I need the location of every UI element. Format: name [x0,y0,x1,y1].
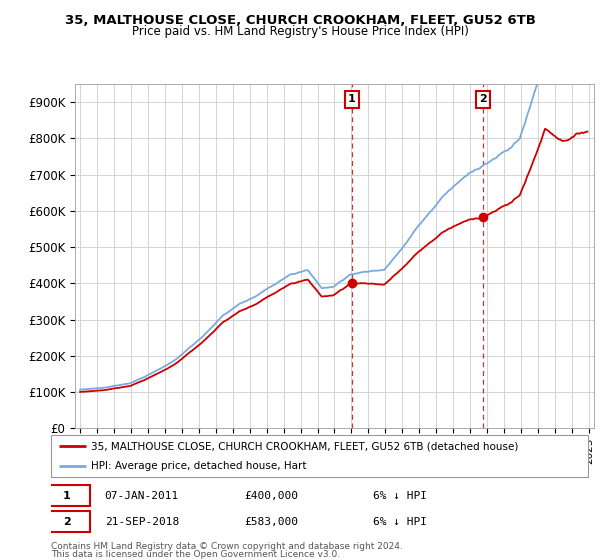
Text: £583,000: £583,000 [244,517,298,526]
FancyBboxPatch shape [43,511,90,532]
Text: £400,000: £400,000 [244,491,298,501]
Text: HPI: Average price, detached house, Hart: HPI: Average price, detached house, Hart [91,461,307,471]
Text: 35, MALTHOUSE CLOSE, CHURCH CROOKHAM, FLEET, GU52 6TB: 35, MALTHOUSE CLOSE, CHURCH CROOKHAM, FL… [65,14,535,27]
Text: 1: 1 [62,491,70,501]
Text: 6% ↓ HPI: 6% ↓ HPI [373,491,427,501]
Text: 35, MALTHOUSE CLOSE, CHURCH CROOKHAM, FLEET, GU52 6TB (detached house): 35, MALTHOUSE CLOSE, CHURCH CROOKHAM, FL… [91,441,518,451]
Text: 1: 1 [348,95,356,105]
Text: 2: 2 [62,517,70,526]
Text: Price paid vs. HM Land Registry's House Price Index (HPI): Price paid vs. HM Land Registry's House … [131,25,469,38]
Text: 21-SEP-2018: 21-SEP-2018 [105,517,179,526]
Text: This data is licensed under the Open Government Licence v3.0.: This data is licensed under the Open Gov… [51,550,340,559]
Text: 07-JAN-2011: 07-JAN-2011 [105,491,179,501]
FancyBboxPatch shape [43,486,90,506]
Text: 2: 2 [479,95,487,105]
Text: 6% ↓ HPI: 6% ↓ HPI [373,517,427,526]
FancyBboxPatch shape [51,435,588,477]
Text: Contains HM Land Registry data © Crown copyright and database right 2024.: Contains HM Land Registry data © Crown c… [51,542,403,550]
